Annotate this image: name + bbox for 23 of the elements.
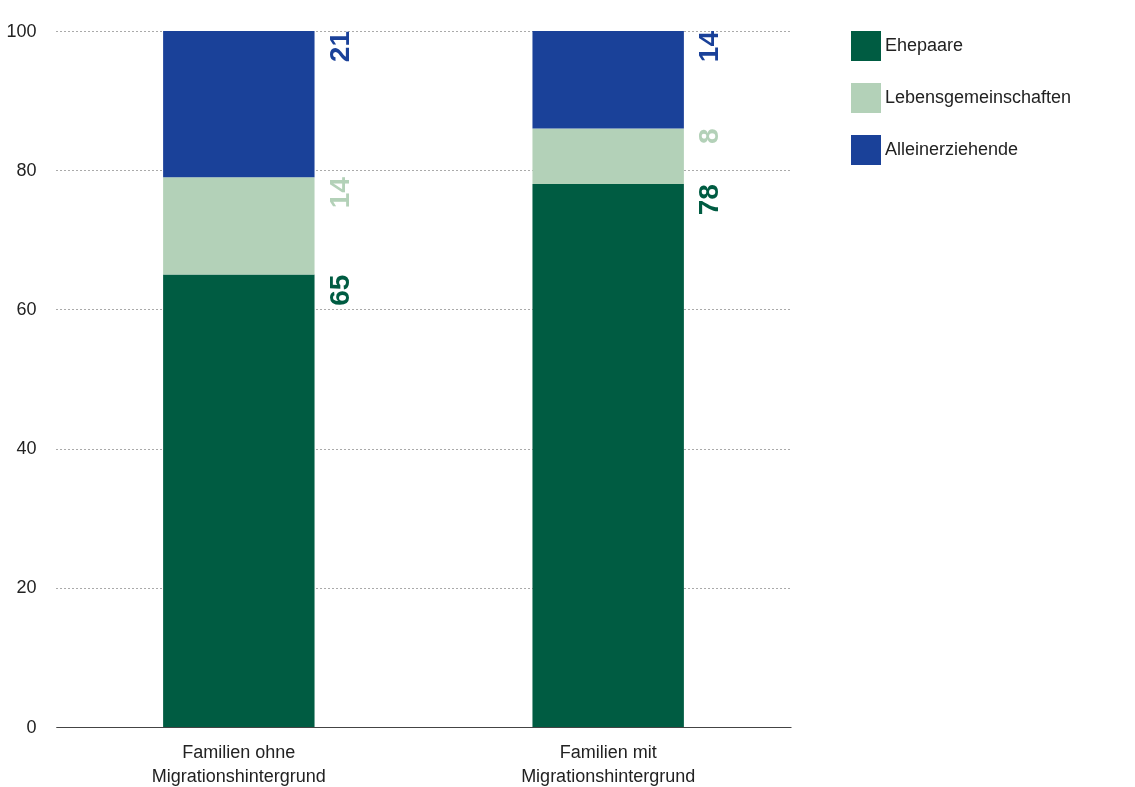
legend-label: Ehepaare (885, 35, 964, 55)
data-label: 8 (693, 128, 725, 145)
y-tick-label: 0 (26, 716, 37, 737)
x-tick-label: Familien mit Migrationshintergrund (521, 741, 696, 786)
legend-label: Alleinerziehende (885, 139, 1019, 159)
data-label: 21 (323, 31, 355, 63)
data-label: 14 (693, 30, 725, 63)
y-tick-label: 80 (16, 159, 37, 180)
y-tick-label: 100 (6, 20, 37, 41)
x-tick-label: Familien ohne Migrationshintergrund (151, 741, 326, 786)
data-label: 78 (693, 184, 725, 216)
data-label: 14 (323, 176, 355, 209)
bar (532, 128, 684, 185)
bar (532, 31, 684, 129)
data-label: 65 (323, 274, 355, 306)
bar (163, 31, 315, 178)
y-tick-label: 60 (16, 298, 37, 319)
bar (163, 177, 315, 275)
bar (163, 274, 315, 727)
legend-label: Lebensgemeinschaften (885, 87, 1072, 107)
y-tick-label: 40 (16, 438, 37, 459)
y-tick-label: 20 (16, 577, 37, 598)
bar (532, 184, 684, 727)
